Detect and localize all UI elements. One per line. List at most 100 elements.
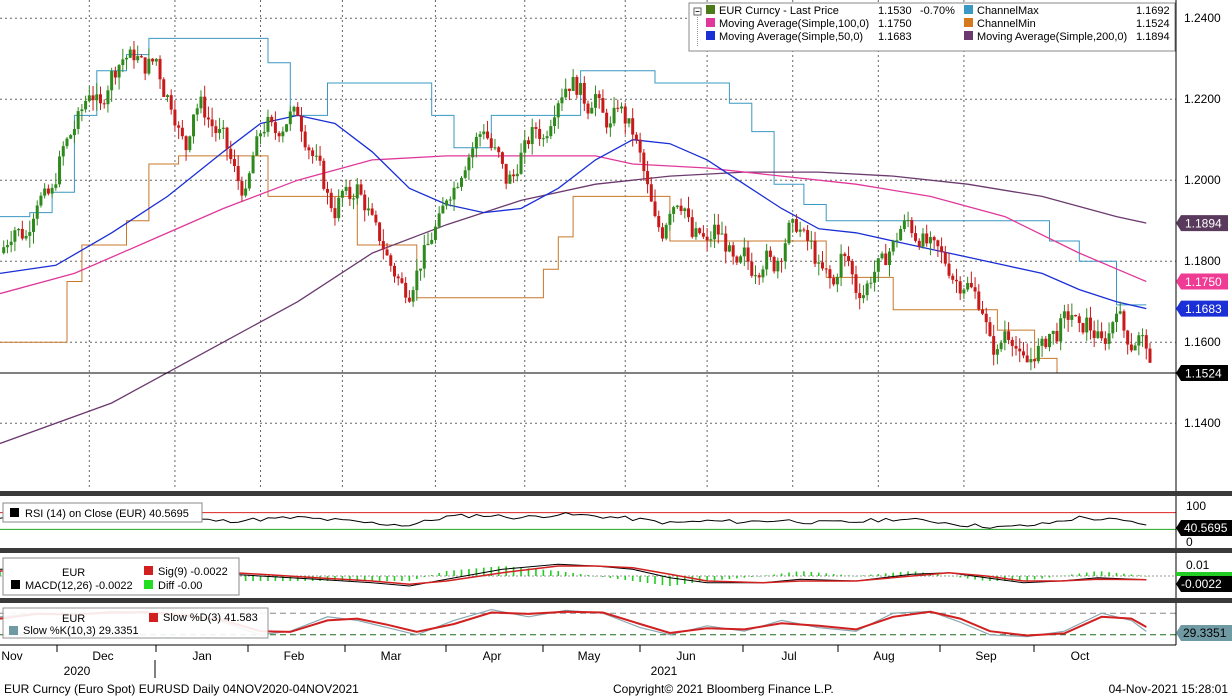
candle-body xyxy=(1051,330,1055,334)
macd-diff-bar xyxy=(981,576,984,581)
candle-body xyxy=(91,95,95,101)
candle-body xyxy=(854,274,858,293)
price-panel: 1.2400 1.2200 1.2000 1.1800 1.1600 1.1400 1.18… xyxy=(0,0,1228,491)
candle-body xyxy=(1040,338,1044,346)
candle-body xyxy=(612,107,616,124)
candle-body xyxy=(1107,333,1111,344)
footer-security: EUR Curncy (Euro Spot) EURUSD Daily 04NO… xyxy=(4,682,359,696)
macd-diff-bar xyxy=(661,576,664,585)
legend-value: 1.1750 xyxy=(878,18,912,30)
candle-body xyxy=(731,245,735,257)
macd-diff-bar xyxy=(1108,572,1110,576)
legend-change: -0.70% xyxy=(920,5,955,17)
candle-body xyxy=(430,239,434,244)
candle-body xyxy=(102,103,106,105)
candle-body xyxy=(1025,355,1029,363)
x-month-label: May xyxy=(578,649,601,663)
panel-separator[interactable] xyxy=(0,548,1232,553)
candle-body xyxy=(754,275,758,277)
candle-body xyxy=(24,235,28,239)
macd-diff-bar xyxy=(408,576,411,581)
macd-diff-bar xyxy=(758,576,761,577)
candle-body xyxy=(132,49,136,61)
candle-body xyxy=(348,186,352,200)
candle-body xyxy=(675,205,679,208)
candle-body xyxy=(538,128,542,139)
candle-body xyxy=(1122,311,1126,331)
candle-body xyxy=(407,297,411,302)
macd-diff-bar xyxy=(877,574,880,576)
candle-body xyxy=(940,246,944,253)
x-year-label: 2020 xyxy=(64,664,91,678)
macd-diff-bar xyxy=(765,575,768,576)
macd-diff-bar xyxy=(1093,571,1095,576)
macd-diff-bar xyxy=(1048,576,1051,578)
candle-body xyxy=(188,136,192,151)
candle-body xyxy=(724,233,728,252)
candle-body xyxy=(225,127,229,149)
candle-body xyxy=(824,268,828,270)
macd-diff-bar xyxy=(795,571,798,576)
candle-body xyxy=(772,256,776,272)
candle-body xyxy=(1029,359,1033,363)
candle-body xyxy=(311,150,315,157)
candle-body xyxy=(251,155,255,174)
macd-diff-bar xyxy=(713,576,716,581)
candle-body xyxy=(850,261,854,275)
candle-body xyxy=(768,250,772,257)
candle-body xyxy=(210,119,214,127)
macd-diff-bar xyxy=(788,572,790,576)
macd-diff-bar xyxy=(676,576,679,585)
candle-body xyxy=(106,90,110,105)
candle-body xyxy=(713,224,717,240)
candle-body xyxy=(984,313,988,323)
candle-body xyxy=(1033,359,1037,362)
candle-body xyxy=(1148,348,1152,363)
candle-body xyxy=(281,131,285,137)
candle-body xyxy=(716,224,720,235)
candle-body xyxy=(162,79,166,97)
macd-diff-bar xyxy=(832,574,835,576)
candle-body xyxy=(165,95,169,97)
candle-body xyxy=(303,131,307,148)
candle-body xyxy=(214,126,218,133)
candle-body xyxy=(486,131,490,139)
candle-body xyxy=(932,237,936,241)
candle-body xyxy=(921,233,925,247)
stoch-value-tag-bg xyxy=(1176,625,1232,641)
macd-diff-bar xyxy=(453,570,455,576)
candle-body xyxy=(177,125,181,128)
candle-body xyxy=(634,134,638,140)
candle-body xyxy=(1103,338,1107,344)
macd-signal-line xyxy=(0,565,1147,586)
panel-separator[interactable] xyxy=(0,598,1232,603)
candle-body xyxy=(895,240,899,242)
candle-body xyxy=(504,163,508,184)
candle-body xyxy=(642,152,646,172)
ma50-line xyxy=(0,114,1147,310)
candle-body xyxy=(143,57,147,74)
candle-body xyxy=(608,123,612,128)
candle-body xyxy=(76,111,80,129)
candle-body xyxy=(84,101,88,110)
candle-body xyxy=(649,184,653,202)
macd-diff-bar xyxy=(594,576,597,577)
candle-body xyxy=(802,229,806,231)
macd-diff-bar xyxy=(639,576,641,582)
candle-body xyxy=(575,77,579,95)
price-tag: 1.1894 xyxy=(1176,215,1228,232)
price-legend[interactable]: EUR Curncy - Last Price 1.1530 -0.70% Movin… xyxy=(688,2,1176,52)
ma100-line xyxy=(0,155,1147,295)
panel-separator[interactable] xyxy=(0,491,1232,496)
candle-body xyxy=(478,134,482,137)
macd-diff-bar xyxy=(1123,573,1125,576)
candle-body xyxy=(512,174,516,177)
macd-diff-bar xyxy=(557,571,560,576)
rsi-value-tag-bg xyxy=(1176,520,1232,536)
y-tick-label: 1.1600 xyxy=(1184,335,1221,349)
candle-body xyxy=(992,336,996,355)
candle-body xyxy=(690,217,694,237)
candle-body xyxy=(1021,351,1025,356)
macd-diff-bar xyxy=(267,576,269,581)
rsi-panel: 100 040.5695 RSI (14) on Close (EUR) 40.56… xyxy=(0,496,1232,549)
